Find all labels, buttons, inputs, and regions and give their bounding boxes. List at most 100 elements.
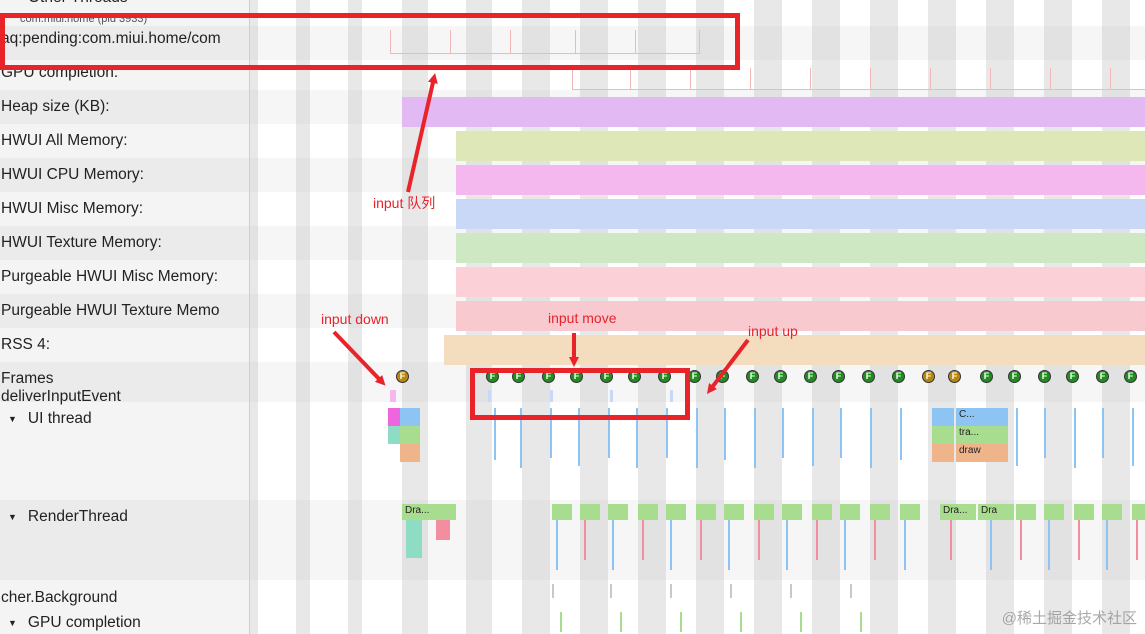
frame-marker[interactable]: F: [922, 370, 935, 383]
frame-marker[interactable]: F: [688, 370, 701, 383]
input-slice[interactable]: [670, 390, 673, 402]
track-gpu-completion[interactable]: ▼ GPU completion: [8, 613, 141, 633]
render-slice[interactable]: [1132, 504, 1145, 520]
purgeable-misc-memory-bar[interactable]: [456, 267, 1145, 297]
ui-slice[interactable]: [400, 408, 420, 426]
expand-triangle-icon[interactable]: ▼: [8, 512, 17, 522]
track-label-frames[interactable]: Frames: [1, 370, 54, 387]
input-slice[interactable]: [550, 390, 553, 402]
render-slice-draw-frame[interactable]: Dra...: [402, 504, 456, 520]
frame-marker[interactable]: F: [512, 370, 525, 383]
track-label-hwui-misc[interactable]: HWUI Misc Memory:: [1, 200, 144, 217]
track-label-purgeable-misc[interactable]: Purgeable HWUI Misc Memory:: [1, 268, 219, 285]
render-slice[interactable]: [754, 504, 774, 520]
rss-bar[interactable]: [444, 335, 1145, 365]
frame-marker[interactable]: F: [628, 370, 641, 383]
render-slice[interactable]: [666, 504, 686, 520]
frame-marker[interactable]: F: [570, 370, 583, 383]
ui-slice[interactable]: [388, 408, 402, 426]
ui-slice[interactable]: [932, 426, 954, 444]
track-label-other-threads[interactable]: Other Threads: [28, 0, 128, 8]
track-label-launcher-bg[interactable]: cher.Background: [1, 589, 118, 606]
input-slice[interactable]: [390, 390, 396, 402]
ui-slice[interactable]: [932, 444, 954, 462]
frame-marker[interactable]: F: [892, 370, 905, 383]
track-label-aq-pending[interactable]: aq:pending:com.miui.home/com: [1, 30, 221, 47]
frame-marker[interactable]: F: [1038, 370, 1051, 383]
frame-marker[interactable]: F: [832, 370, 845, 383]
hwui-texture-memory-bar[interactable]: [456, 233, 1145, 263]
ui-slice-choreographer[interactable]: C...: [956, 408, 1008, 426]
input-slice[interactable]: [488, 390, 491, 402]
frame-marker[interactable]: F: [948, 370, 961, 383]
frame-marker[interactable]: F: [1066, 370, 1079, 383]
render-slice-draw-frame[interactable]: Dra: [978, 504, 1014, 520]
frame-marker[interactable]: F: [980, 370, 993, 383]
timeline-area[interactable]: F F F F F F F F F F F F F F F F F F F F …: [250, 0, 1145, 634]
heap-size-bar[interactable]: [402, 97, 1145, 127]
ui-slice-traversal[interactable]: tra...: [956, 426, 1008, 444]
track-label-gpu-completion-top[interactable]: GPU completion:: [1, 64, 119, 81]
track-ui-thread[interactable]: ▼ UI thread: [8, 409, 92, 429]
track-render-thread[interactable]: ▼ RenderThread: [8, 507, 128, 527]
render-slice[interactable]: [782, 504, 802, 520]
track-label-rss[interactable]: RSS 4:: [1, 336, 51, 353]
bg-tick: [850, 584, 852, 598]
ui-slice[interactable]: [400, 444, 420, 462]
expand-triangle-icon[interactable]: ▼: [8, 618, 17, 628]
gpu-completion-counter[interactable]: [572, 68, 1145, 90]
frame-marker[interactable]: F: [486, 370, 499, 383]
ui-slice[interactable]: [932, 408, 954, 426]
render-tick: [816, 520, 818, 560]
render-slice[interactable]: [1102, 504, 1122, 520]
frame-marker[interactable]: F: [658, 370, 671, 383]
render-slice[interactable]: [870, 504, 890, 520]
render-slice[interactable]: [638, 504, 658, 520]
frame-marker[interactable]: F: [1124, 370, 1137, 383]
render-slice[interactable]: [696, 504, 716, 520]
frame-marker[interactable]: F: [1096, 370, 1109, 383]
aq-pending-counter[interactable]: [390, 30, 700, 54]
frame-marker[interactable]: F: [746, 370, 759, 383]
input-slice[interactable]: [610, 390, 613, 402]
track-label-purgeable-texture[interactable]: Purgeable HWUI Texture Memo: [1, 302, 220, 319]
render-tick: [950, 520, 952, 560]
frame-marker[interactable]: F: [716, 370, 729, 383]
bg-tick: [552, 584, 554, 598]
ui-tick: [520, 408, 522, 468]
render-slice[interactable]: [1044, 504, 1064, 520]
ui-slice[interactable]: [400, 426, 420, 444]
render-slice[interactable]: [724, 504, 744, 520]
render-slice[interactable]: [900, 504, 920, 520]
track-label-deliver-input[interactable]: deliverInputEvent: [1, 388, 121, 405]
hwui-cpu-memory-bar[interactable]: [456, 165, 1145, 195]
hwui-all-memory-bar[interactable]: [456, 131, 1145, 161]
render-slice[interactable]: [406, 520, 422, 558]
render-slice[interactable]: [812, 504, 832, 520]
frame-marker[interactable]: F: [542, 370, 555, 383]
frame-marker[interactable]: F: [804, 370, 817, 383]
render-slice[interactable]: [436, 520, 450, 540]
track-label-hwui-cpu[interactable]: HWUI CPU Memory:: [1, 166, 144, 183]
track-label-hwui-all[interactable]: HWUI All Memory:: [1, 132, 128, 149]
frame-marker[interactable]: F: [1008, 370, 1021, 383]
render-slice[interactable]: [1074, 504, 1094, 520]
purgeable-texture-memory-bar[interactable]: [456, 301, 1145, 331]
render-slice[interactable]: [552, 504, 572, 520]
expand-triangle-icon[interactable]: ▼: [8, 414, 17, 424]
frame-marker[interactable]: F: [396, 370, 409, 383]
render-slice[interactable]: [580, 504, 600, 520]
render-slice-draw-frame[interactable]: Dra...: [940, 504, 976, 520]
ui-slice-draw[interactable]: draw: [956, 444, 1008, 462]
frame-marker[interactable]: F: [600, 370, 613, 383]
render-slice[interactable]: [608, 504, 628, 520]
ui-slice[interactable]: [388, 426, 402, 444]
frame-marker[interactable]: F: [774, 370, 787, 383]
render-slice[interactable]: [1016, 504, 1036, 520]
render-slice[interactable]: [840, 504, 860, 520]
track-label-hwui-texture[interactable]: HWUI Texture Memory:: [1, 234, 162, 251]
track-label-heap-size[interactable]: Heap size (KB):: [1, 98, 110, 115]
hwui-misc-memory-bar[interactable]: [456, 199, 1145, 229]
frame-marker[interactable]: F: [862, 370, 875, 383]
bg-tick: [670, 584, 672, 598]
